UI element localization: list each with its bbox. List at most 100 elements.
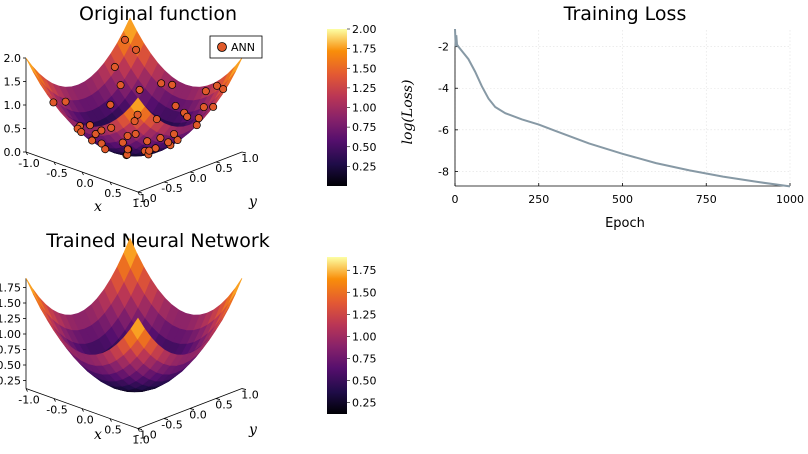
ann-point <box>86 121 94 130</box>
ann-point <box>101 145 110 154</box>
original-function-colorbar: 0.25 0.50 0.75 1.00 1.25 1.50 1.75 2.00 <box>327 23 377 186</box>
surface-patch <box>228 278 243 305</box>
y-tick-label: -0.5 <box>161 419 182 432</box>
colorbar-tick-label: 1.50 <box>352 62 377 75</box>
y-axis-label: y <box>248 194 258 210</box>
training-loss-title: Training Loss <box>563 3 687 25</box>
training-loss-xlabel: Epoch <box>605 216 645 231</box>
y-tick-label: -0.5 <box>161 182 182 195</box>
y-tick-label: 0.5 <box>215 162 233 175</box>
ann-point <box>49 98 58 107</box>
trained-network-colorbar: 0.25 0.50 0.75 1.00 1.25 1.50 1.75 <box>327 257 377 414</box>
x-tick-label: 750 <box>696 193 717 206</box>
x-tick-label: 1.0 <box>132 434 150 447</box>
y-tick-mark <box>189 408 195 410</box>
ann-point <box>152 115 161 124</box>
x-tick-label: 1000 <box>776 193 804 206</box>
training-loss-plot: Training Loss 0 250 500 750 1000 -2 -4 -6 -8 Epo… <box>400 3 804 231</box>
z-tick-label: 1.00 <box>0 328 21 341</box>
x-tick-mark <box>53 398 56 402</box>
ann-point <box>199 103 208 112</box>
x-tick-label: 0.5 <box>104 424 122 437</box>
y-tick-label: -4 <box>438 82 449 95</box>
ann-point <box>132 45 140 54</box>
x-tick-label: 0 <box>452 193 459 206</box>
x-tick-label: -0.5 <box>46 404 67 417</box>
ann-point <box>171 101 180 110</box>
ann-point <box>130 117 139 126</box>
original-function-axes: -1.0-0.50.00.51.0-1.0-0.50.00.51.00.00.5… <box>4 52 259 215</box>
z-tick-label: 2.0 <box>4 52 22 65</box>
ann-point <box>213 81 221 90</box>
ann-point <box>91 130 100 138</box>
colorbar-gradient <box>327 257 347 414</box>
z-tick-label: 1.5 <box>4 76 22 89</box>
x-tick-mark <box>81 408 84 412</box>
ann-point <box>219 85 228 94</box>
trained-network-axes: -1.0-0.50.00.51.0-1.0-0.50.00.51.00.250.… <box>0 278 259 447</box>
training-loss-series-line <box>454 28 791 188</box>
x-tick-mark <box>25 151 28 156</box>
y-tick-mark <box>137 191 143 194</box>
legend-ann-marker <box>217 42 227 52</box>
y-tick-label: -2 <box>438 41 449 54</box>
surface-patch <box>25 278 40 305</box>
y-tick-mark <box>189 171 195 174</box>
ann-point <box>97 139 106 148</box>
colorbar-gradient <box>327 29 347 186</box>
trained-network-title: Trained Neural Network <box>45 230 269 252</box>
ann-point <box>116 81 125 90</box>
ann-point <box>170 130 178 138</box>
x-tick-mark <box>81 171 84 176</box>
ann-point <box>168 80 177 89</box>
ann-point <box>164 138 173 147</box>
legend-ann-label: ANN <box>231 41 255 54</box>
surface-patch <box>32 288 47 313</box>
ann-point <box>143 137 152 146</box>
x-tick-label: -0.5 <box>46 167 67 180</box>
ann-point <box>123 145 132 154</box>
y-tick-mark <box>241 388 247 390</box>
ann-point <box>156 134 165 142</box>
ann-point <box>201 87 210 96</box>
colorbar-tick-label: 0.25 <box>352 160 377 173</box>
ann-point <box>157 79 166 88</box>
colorbar-tick-label: 1.25 <box>352 308 377 321</box>
z-tick-label: 0.0 <box>4 146 22 159</box>
y-tick-label: -8 <box>438 165 449 178</box>
colorbar-tick-label: 1.25 <box>352 82 377 95</box>
z-tick-label: 0.5 <box>4 123 22 136</box>
ann-point <box>194 114 203 123</box>
z-tick-label: 0.25 <box>0 375 21 388</box>
ann-point <box>173 136 182 144</box>
original-function-title: Original function <box>79 3 237 25</box>
ann-point <box>183 112 192 121</box>
y-tick-label: -1.0 <box>135 192 156 205</box>
y-tick-label: -6 <box>438 124 449 137</box>
y-axis-label: y <box>248 422 258 438</box>
colorbar-tick-label: 1.75 <box>352 264 377 277</box>
ann-point <box>131 129 140 138</box>
y-tick-mark <box>163 418 169 420</box>
y-tick-mark <box>215 161 221 164</box>
z-tick-label: 1.50 <box>0 297 21 310</box>
colorbar-tick-label: 1.00 <box>352 330 377 343</box>
ann-point <box>110 63 119 71</box>
ann-point <box>61 97 70 106</box>
y-tick-mark <box>163 181 169 184</box>
ann-point <box>97 126 106 135</box>
surface-patch <box>32 66 47 88</box>
original-function-legend: ANN <box>209 35 263 59</box>
x-tick-mark <box>53 161 56 166</box>
ann-point <box>145 146 154 155</box>
x-axis-label: x <box>94 199 102 215</box>
training-loss-axes: 0 250 500 750 1000 -2 -4 -6 -8 <box>438 30 804 206</box>
surface-patch <box>130 317 145 340</box>
ann-point <box>192 121 201 130</box>
colorbar-tick-label: 0.25 <box>352 397 377 410</box>
x-tick-label: 1.0 <box>132 197 150 210</box>
ann-point <box>123 131 132 140</box>
y-tick-mark <box>137 428 143 430</box>
colorbar-tick-label: 0.75 <box>352 121 377 134</box>
